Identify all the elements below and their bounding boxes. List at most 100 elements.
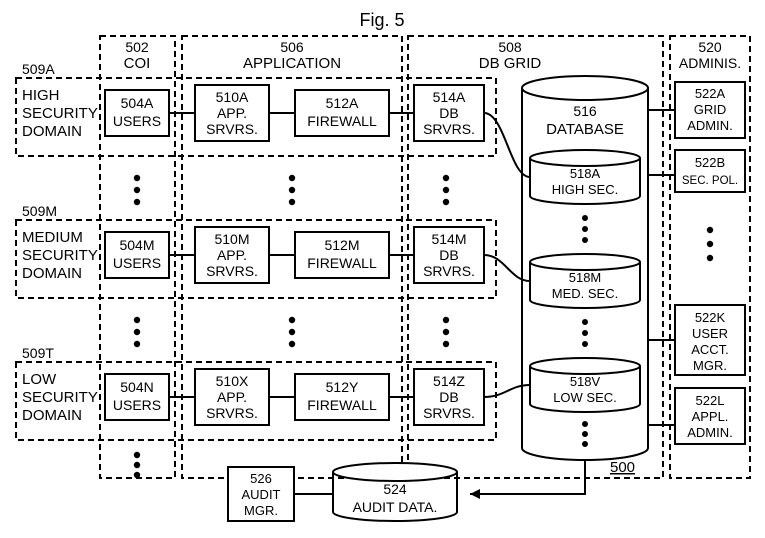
database-l1: DATABASE — [546, 121, 624, 138]
box-admin-b: 522B SEC. POL. — [675, 150, 745, 192]
audit-mgr-l2: MGR. — [244, 503, 278, 518]
row-medium-l1: MEDIUM — [22, 229, 83, 246]
adm-k-l2: ACCT. — [691, 342, 729, 357]
users-m-id: 504M — [119, 237, 154, 253]
row-medium-id: 509M — [22, 203, 57, 219]
db-a-l1: DB — [439, 105, 458, 121]
col-app-label: APPLICATION — [243, 55, 341, 72]
db-z-id: 514Z — [433, 373, 465, 389]
col-coi-id: 502 — [125, 39, 149, 55]
app-x-l2: SRVRS. — [206, 405, 258, 421]
database-id: 516 — [573, 103, 597, 119]
fw-m-id: 512M — [324, 237, 359, 253]
adm-l-l1: APPL. — [692, 409, 729, 424]
row-high-l2: SECURITY — [22, 105, 98, 122]
db-m-l2: SRVRS. — [423, 263, 475, 279]
db-m-l1: DB — [439, 247, 458, 263]
users-n-id: 504N — [120, 379, 153, 395]
row-high-l1: HIGH — [22, 87, 60, 104]
col-app-id: 506 — [280, 39, 304, 55]
row-medium-l3: DOMAIN — [22, 265, 82, 282]
fw-a-id: 512A — [326, 95, 359, 111]
db-m-id: 514M — [431, 231, 466, 247]
box-users-a: 504A USERS — [105, 90, 169, 136]
app-a-l1: APP. — [217, 105, 247, 121]
adm-l-id: 522L — [696, 393, 725, 408]
box-users-n: 504N USERS — [105, 374, 169, 420]
ref-number: 500 — [610, 459, 635, 476]
sec-m-id: 518M — [569, 270, 602, 285]
box-admin-a: 522A GRID ADMIN. — [675, 82, 745, 138]
box-db-m: 514M DB SRVRS. — [414, 227, 484, 283]
vdots-db1 — [582, 215, 588, 243]
sec-v-l1: LOW SEC. — [553, 390, 617, 405]
adm-a-id: 522A — [695, 86, 726, 101]
col-dbgrid-label: DB GRID — [479, 55, 542, 72]
box-admin-k: 522K USER ACCT. MGR. — [675, 305, 745, 375]
app-m-l2: SRVRS. — [206, 263, 258, 279]
adm-a-l2: ADMIN. — [687, 118, 733, 133]
row-low-l3: DOMAIN — [22, 407, 82, 424]
box-fw-a: 512A FIREWALL — [295, 90, 389, 136]
users-a-id: 504A — [121, 95, 154, 111]
row-low-l1: LOW — [22, 371, 57, 388]
box-fw-y: 512Y FIREWALL — [295, 374, 389, 420]
col-admin-label: ADMINIS. — [679, 55, 741, 71]
audit-mgr-id: 526 — [250, 471, 272, 486]
audit-data-id: 524 — [383, 481, 407, 497]
fw-m-l1: FIREWALL — [307, 255, 377, 271]
fw-y-id: 512Y — [326, 379, 359, 395]
app-a-id: 510A — [216, 89, 249, 105]
app-m-l1: APP. — [217, 247, 247, 263]
audit-data-l1: AUDIT DATA. — [353, 499, 438, 515]
col-coi-label: COI — [124, 55, 151, 72]
sub-cyl-high: 518A HIGH SEC. — [530, 150, 640, 204]
sub-cyl-low: 518V LOW SEC. — [530, 358, 640, 412]
diagram-canvas: Fig. 5 502 COI 506 APPLICATION 508 DB GR… — [10, 10, 755, 528]
adm-l-l2: ADMIN. — [687, 425, 733, 440]
users-m-l1: USERS — [113, 255, 161, 271]
sec-v-id: 518V — [570, 374, 601, 389]
sec-a-l1: HIGH SEC. — [552, 182, 618, 197]
vdots-admin — [707, 227, 713, 261]
box-fw-m: 512M FIREWALL — [295, 232, 389, 278]
adm-k-l1: USER — [692, 326, 728, 341]
row-low-l2: SECURITY — [22, 389, 98, 406]
box-db-a: 514A DB SRVRS. — [414, 85, 484, 141]
box-users-m: 504M USERS — [105, 232, 169, 278]
audit-mgr-l1: AUDIT — [242, 487, 281, 502]
box-app-a: 510A APP. SRVRS. — [195, 85, 269, 141]
row-high-id: 509A — [22, 61, 55, 77]
users-n-l1: USERS — [113, 397, 161, 413]
users-a-l1: USERS — [113, 113, 161, 129]
app-a-l2: SRVRS. — [206, 121, 258, 137]
app-x-id: 510X — [216, 373, 249, 389]
row-high-l3: DOMAIN — [22, 123, 82, 140]
database-cylinder: 516 DATABASE 518A HIGH SEC. 518M MED. SE… — [522, 76, 648, 460]
app-m-id: 510M — [214, 231, 249, 247]
box-app-m: 510M APP. SRVRS. — [195, 227, 269, 283]
box-admin-l: 522L APPL. ADMIN. — [675, 388, 745, 444]
fw-y-l1: FIREWALL — [307, 397, 377, 413]
sec-m-l1: MED. SEC. — [552, 286, 618, 301]
app-x-l1: APP. — [217, 389, 247, 405]
audit-data-cylinder: 524 AUDIT DATA. — [333, 463, 457, 521]
adm-b-l1: SEC. POL. — [682, 175, 738, 187]
sub-cyl-med: 518M MED. SEC. — [530, 254, 640, 308]
figure-title: Fig. 5 — [359, 10, 404, 30]
col-dbgrid-id: 508 — [498, 39, 522, 55]
adm-b-id: 522B — [695, 155, 725, 170]
box-db-z: 514Z DB SRVRS. — [414, 369, 484, 425]
sec-a-id: 518A — [570, 166, 601, 181]
adm-k-id: 522K — [695, 310, 726, 325]
db-z-l2: SRVRS. — [423, 405, 475, 421]
vdots-row3 — [134, 452, 140, 478]
db-z-l1: DB — [439, 389, 458, 405]
vdots-db2 — [582, 319, 588, 347]
row-low-id: 509T — [22, 345, 54, 361]
db-a-id: 514A — [433, 89, 466, 105]
adm-k-l3: MGR. — [693, 358, 727, 373]
vdots-db3 — [582, 421, 588, 447]
db-a-l2: SRVRS. — [423, 121, 475, 137]
box-app-x: 510X APP. SRVRS. — [195, 369, 269, 425]
